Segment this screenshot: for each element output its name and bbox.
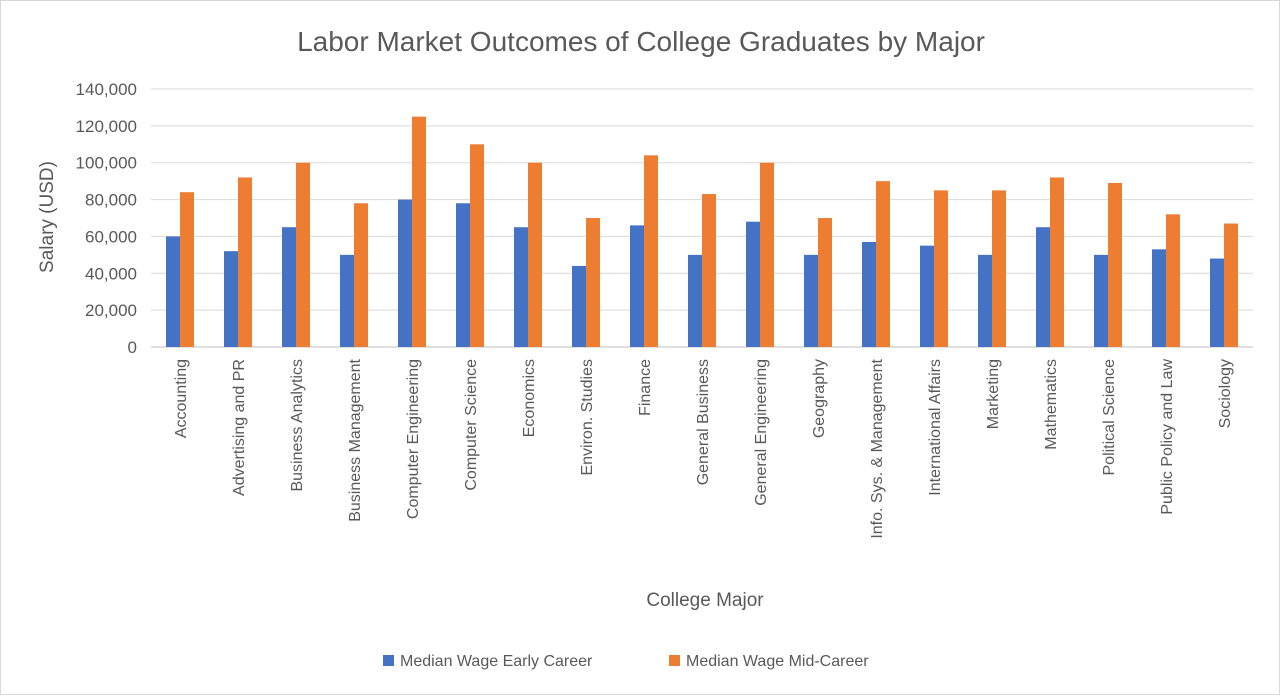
x-tick-label: Public Policy and Law xyxy=(1159,359,1176,515)
x-axis-ticks: Accounting Advertising and PR Business Ana… xyxy=(173,358,1234,538)
bar-early-career xyxy=(514,227,528,347)
bar-early-career xyxy=(630,225,644,347)
y-tick-label: 140,000 xyxy=(76,80,137,99)
x-tick-label: Info. Sys. & Management xyxy=(869,358,886,538)
bar-early-career xyxy=(920,245,934,347)
x-tick-label: Computer Engineering xyxy=(405,359,422,519)
bar-early-career xyxy=(572,265,586,347)
y-axis-title: Salary (USD) xyxy=(37,161,58,273)
bar-early-career xyxy=(688,254,702,347)
y-axis-ticks: 0 20,000 40,000 60,000 80,000 100,000 120,000 1… xyxy=(76,80,137,357)
bar-mid-career xyxy=(296,162,310,347)
bar-early-career xyxy=(456,203,470,347)
x-tick-label: Mathematics xyxy=(1043,359,1060,450)
bar-mid-career xyxy=(1224,223,1238,347)
bar-early-career xyxy=(746,221,760,347)
bars xyxy=(166,116,1238,348)
bar-mid-career xyxy=(702,194,716,347)
bar-early-career xyxy=(282,227,296,347)
y-tick-label: 60,000 xyxy=(85,227,137,246)
bar-early-career xyxy=(1210,258,1224,347)
bar-mid-career xyxy=(180,192,194,347)
bar-early-career xyxy=(978,254,992,347)
y-tick-label: 0 xyxy=(128,338,137,357)
x-tick-label: Economics xyxy=(521,359,538,437)
x-tick-label: Business Analytics xyxy=(289,359,306,492)
x-tick-label: Environ. Studies xyxy=(579,359,596,476)
bar-early-career xyxy=(1094,254,1108,347)
x-tick-label: Finance xyxy=(637,359,654,416)
y-tick-label: 40,000 xyxy=(85,264,137,283)
bar-mid-career xyxy=(238,177,252,347)
legend: Median Wage Early Career Median Wage Mid-… xyxy=(383,653,869,670)
bar-early-career xyxy=(398,199,412,347)
bar-mid-career xyxy=(354,203,368,347)
y-tick-label: 100,000 xyxy=(76,154,137,173)
y-tick-label: 120,000 xyxy=(76,117,137,136)
bar-mid-career xyxy=(586,218,600,347)
bar-early-career xyxy=(166,236,180,347)
bar-mid-career xyxy=(470,144,484,347)
legend-label-early-career: Median Wage Early Career xyxy=(400,653,593,670)
bar-mid-career xyxy=(760,162,774,347)
x-tick-label: Computer Science xyxy=(463,359,480,491)
bar-mid-career xyxy=(992,190,1006,347)
x-tick-label: Geography xyxy=(811,359,828,438)
bar-mid-career xyxy=(644,155,658,347)
x-tick-label: Business Management xyxy=(347,358,364,521)
legend-swatch-early-career xyxy=(383,655,394,666)
bar-early-career xyxy=(862,241,876,347)
bar-early-career xyxy=(1152,249,1166,347)
bar-mid-career xyxy=(1108,182,1122,347)
legend-label-mid-career: Median Wage Mid-Career xyxy=(686,653,869,670)
bar-mid-career xyxy=(528,162,542,347)
bar-early-career xyxy=(1036,227,1050,347)
x-tick-label: General Engineering xyxy=(753,359,770,506)
x-tick-label: Advertising and PR xyxy=(231,359,248,496)
bar-early-career xyxy=(804,254,818,347)
y-tick-label: 20,000 xyxy=(85,301,137,320)
x-tick-label: General Business xyxy=(695,359,712,485)
x-tick-label: Sociology xyxy=(1217,359,1234,428)
bar-mid-career xyxy=(1166,214,1180,347)
x-tick-label: International Affairs xyxy=(927,359,944,496)
bar-mid-career xyxy=(1050,177,1064,347)
bar-early-career xyxy=(224,251,238,347)
x-tick-label: Political Science xyxy=(1101,359,1118,476)
bar-mid-career xyxy=(412,116,426,348)
bar-mid-career xyxy=(818,218,832,347)
x-tick-label: Marketing xyxy=(985,359,1002,429)
bar-mid-career xyxy=(876,181,890,347)
y-tick-label: 80,000 xyxy=(85,191,137,210)
legend-swatch-mid-career xyxy=(669,655,680,666)
bar-mid-career xyxy=(934,190,948,347)
chart-title: Labor Market Outcomes of College Graduat… xyxy=(297,26,985,57)
bar-early-career xyxy=(340,254,354,347)
x-axis-title: College Major xyxy=(646,590,764,611)
x-tick-label: Accounting xyxy=(173,359,190,438)
